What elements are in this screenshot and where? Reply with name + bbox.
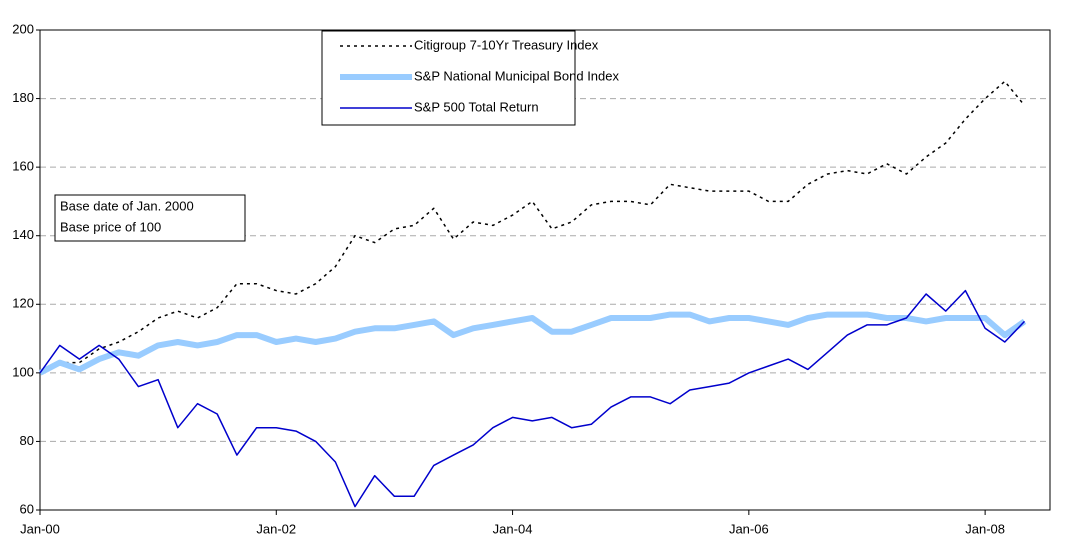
y-tick-label: 100 bbox=[12, 364, 34, 379]
y-tick-label: 140 bbox=[12, 227, 34, 242]
series-line bbox=[39, 289, 1026, 508]
x-tick-label: Jan-08 bbox=[965, 521, 1005, 536]
y-tick-label: 60 bbox=[20, 501, 34, 516]
series-line bbox=[39, 80, 1026, 374]
annotation-box bbox=[54, 194, 246, 242]
legend-label: S&P National Municipal Bond Index bbox=[414, 68, 619, 83]
series-line bbox=[38, 311, 1027, 376]
annotation-text: Base price of 100 bbox=[60, 219, 161, 234]
x-tick-label: Jan-02 bbox=[256, 521, 296, 536]
annotation: Base date of Jan. 2000 Base price of 100 bbox=[54, 194, 246, 242]
y-tick-label: 80 bbox=[20, 433, 34, 448]
legend: Citigroup 7-10Yr Treasury Index S&P Natio… bbox=[321, 30, 619, 126]
y-tick-label: 200 bbox=[12, 21, 34, 36]
plot-frame bbox=[39, 29, 1051, 511]
y-tick-label: 120 bbox=[12, 296, 34, 311]
legend-label: Citigroup 7-10Yr Treasury Index bbox=[414, 37, 599, 52]
annotation-text: Base date of Jan. 2000 bbox=[60, 198, 194, 213]
legend-label: S&P 500 Total Return bbox=[414, 99, 539, 114]
x-tick-label: Jan-00 bbox=[20, 521, 60, 536]
y-tick-label: 160 bbox=[12, 159, 34, 174]
y-tick-label: 180 bbox=[12, 90, 34, 105]
x-tick-label: Jan-06 bbox=[729, 521, 769, 536]
x-tick-label: Jan-04 bbox=[493, 521, 533, 536]
